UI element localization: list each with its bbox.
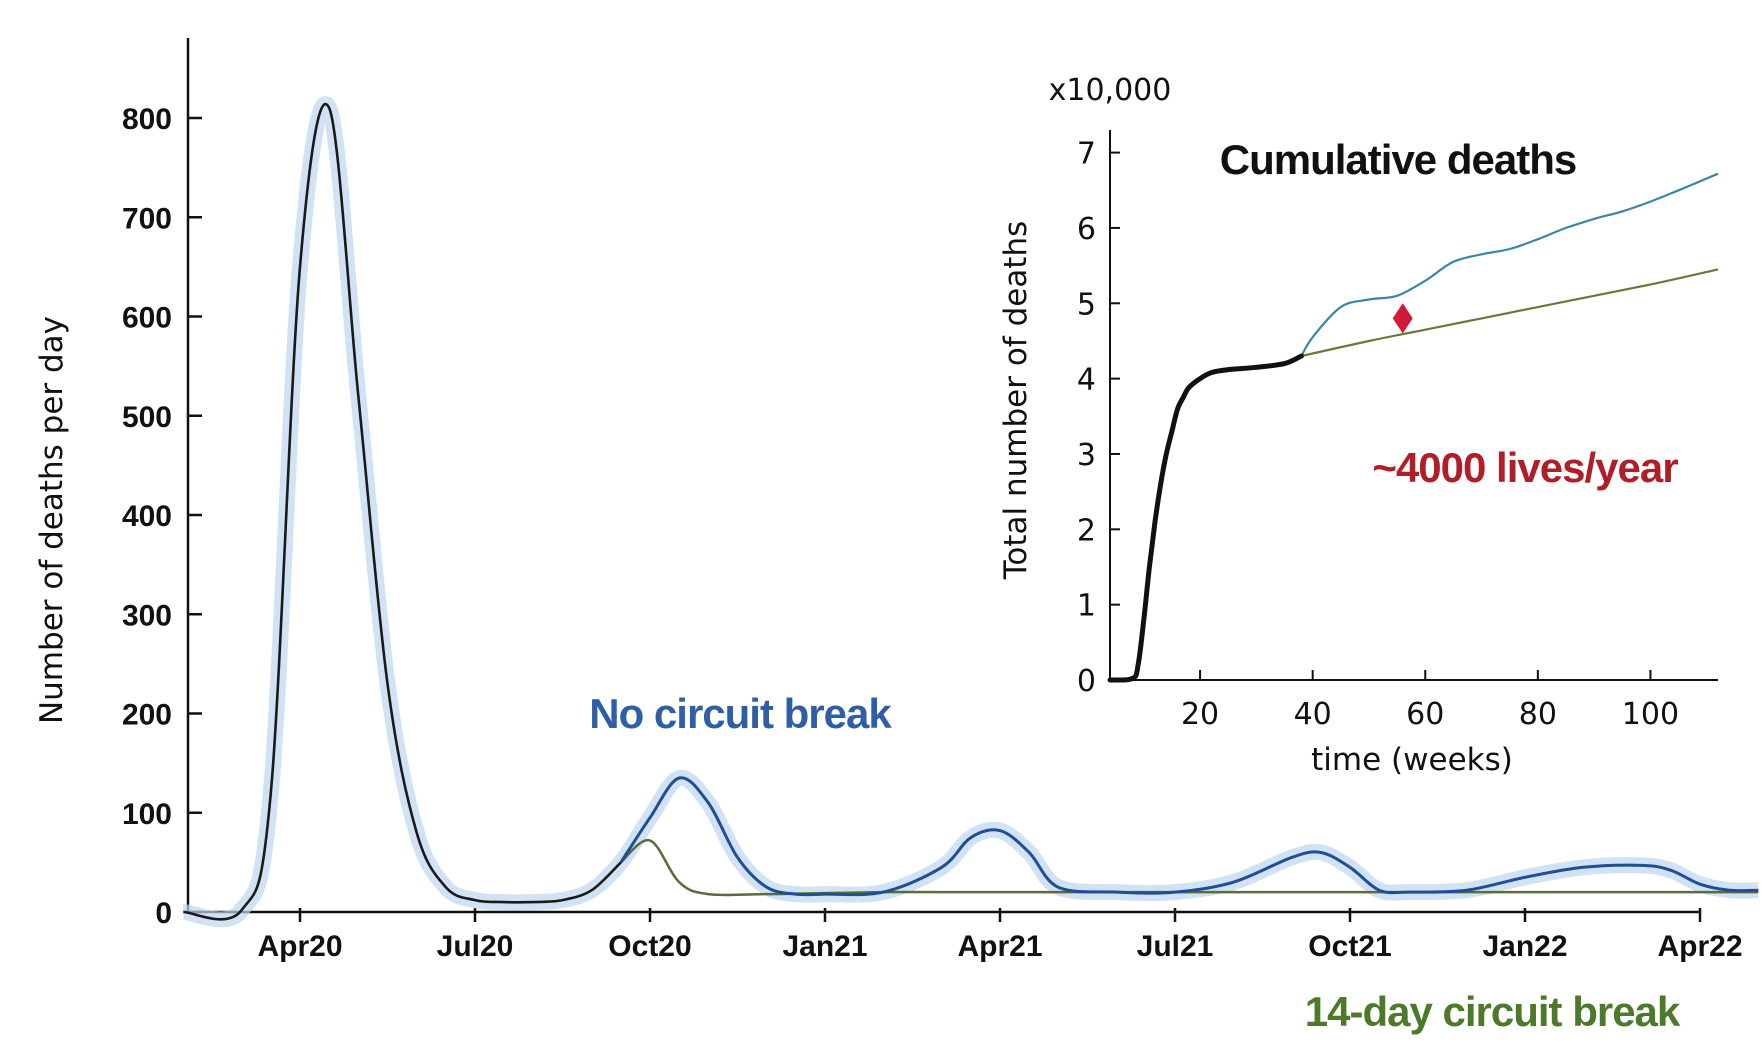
inset-y-tick-label: 7 [1077, 137, 1096, 172]
inset-x-tick-label: 60 [1406, 697, 1444, 732]
inset-x-axis-title: time (weeks) [1311, 742, 1513, 778]
inset-title: Cumulative deaths [1220, 136, 1576, 183]
inset-no-break-line [1300, 172, 1719, 357]
no-break-series-line [619, 776, 1759, 897]
y-tick-label: 100 [122, 798, 172, 831]
y-axis-title: Number of deaths per day [34, 316, 70, 724]
inset-circuit-break-line [1301, 268, 1719, 358]
observed-series-line [183, 102, 622, 921]
circuit-break-label: 14-day circuit break [1305, 988, 1681, 1035]
y-tick-label: 300 [122, 599, 172, 632]
y-tick-label: 600 [122, 302, 172, 335]
x-tick-label: Apr21 [957, 930, 1042, 963]
inset-x-tick-label: 40 [1294, 697, 1332, 732]
circuit-break-series-line [619, 839, 1759, 897]
x-tick-label: Oct20 [608, 930, 691, 963]
inset-y-tick-label: 3 [1077, 438, 1096, 473]
inset-observed-line [1107, 353, 1304, 683]
x-tick-label: Apr20 [257, 930, 342, 963]
inset-y-axis-title: Total number of deaths [998, 221, 1034, 581]
inset-background [1010, 120, 1750, 710]
inset-x-tick-label: 20 [1181, 697, 1219, 732]
gap-marker-icon [1392, 303, 1413, 334]
y-tick-label: 200 [122, 699, 172, 732]
y-tick-label: 500 [122, 401, 172, 434]
inset-y-tick-label: 0 [1077, 664, 1096, 699]
y-tick-label: 700 [122, 202, 172, 235]
inset-chart: 0 1 2 3 4 5 6 7 20 40 60 80 100 x10,000 Total number o… [998, 73, 1750, 778]
inset-y-multiplier: x10,000 [1049, 73, 1172, 108]
inset-y-tick-label: 4 [1077, 363, 1096, 398]
lives-saved-annotation: ~4000 lives/year [1372, 444, 1678, 491]
x-tick-label: Jul21 [1137, 930, 1214, 963]
y-tick-label: 400 [122, 500, 172, 533]
x-tick-label: Jan22 [1482, 930, 1567, 963]
inset-y-tick-label: 2 [1077, 513, 1096, 548]
inset-y-tick-label: 1 [1077, 589, 1096, 624]
y-tick-label: 800 [122, 103, 172, 136]
y-tick-label: 0 [155, 897, 172, 930]
x-tick-label: Jul20 [437, 930, 514, 963]
x-tick-label: Jan21 [782, 930, 867, 963]
x-tick-label: Oct21 [1308, 930, 1391, 963]
inset-y-tick-label: 5 [1077, 287, 1096, 322]
no-break-label: No circuit break [589, 690, 892, 737]
inset-x-tick-label: 100 [1622, 697, 1679, 732]
x-tick-label: Apr22 [1657, 930, 1742, 963]
inset-x-tick-label: 80 [1519, 697, 1557, 732]
inset-y-tick-label: 6 [1077, 212, 1096, 247]
